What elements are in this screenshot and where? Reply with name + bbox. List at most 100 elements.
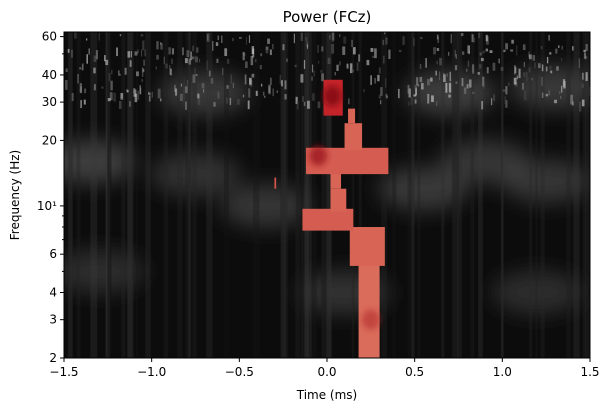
noise-speck [83,99,86,105]
significant-cluster-cell [349,227,385,266]
noise-speck [124,67,127,75]
noise-speck [95,50,98,60]
y-tick-label: 30 [42,95,57,109]
x-axis: −1.5 −1.0 −0.5 0.0 0.5 1.0 1.5 [49,358,600,379]
noise-speck [511,39,514,44]
noise-speck [331,43,335,54]
noise-speck [531,77,533,81]
noise-speck [550,70,553,74]
noise-speck [557,45,560,49]
x-tick-label: 1.5 [580,365,599,379]
background-power-blob [378,166,469,211]
noise-speck [561,85,563,93]
noise-speck [197,95,201,105]
background-streak [107,32,111,358]
noise-speck [160,98,162,102]
background-streak [323,32,328,358]
noise-speck [311,76,313,81]
noise-speck [250,55,254,66]
noise-speck [320,69,323,73]
noise-speck [398,88,400,99]
noise-speck [358,54,361,62]
noise-speck [156,41,159,50]
noise-speck [226,58,230,64]
noise-speck [479,52,482,56]
noise-speck [118,70,120,76]
significant-cluster-layer [274,79,389,358]
noise-speck [502,89,506,92]
noise-speck [105,59,109,66]
cluster-hot-spot [323,86,342,107]
x-axis-label: Time (ms) [296,388,358,402]
noise-speck [260,83,263,87]
noise-speck [134,93,138,103]
noise-speck [168,47,172,55]
noise-speck [570,94,574,105]
noise-speck [548,34,550,41]
noise-speck [276,90,279,94]
noise-speck [311,64,314,73]
noise-speck [351,69,354,73]
background-streak [326,32,332,358]
noise-speck [160,42,162,45]
noise-speck [339,61,341,66]
noise-speck [238,36,242,39]
noise-speck [151,91,154,98]
noise-speck [79,67,82,70]
noise-speck [498,58,500,64]
noise-speck [510,49,514,52]
noise-speck [585,43,588,51]
noise-speck [430,77,433,82]
background-streak [351,32,355,358]
background-streak [381,32,387,358]
y-axis-label: Frequency (Hz) [8,150,22,241]
noise-speck [133,88,136,94]
noise-speck [306,41,309,47]
noise-speck [508,82,510,86]
y-tick-label: 10¹ [37,199,57,213]
noise-speck [179,93,183,102]
noise-speck [519,71,521,76]
noise-speck [540,45,543,50]
noise-speck [268,86,270,93]
noise-speck [468,79,472,88]
cluster-hot-spot [309,145,328,166]
noise-speck [67,48,70,53]
noise-speck [248,88,251,98]
noise-speck [156,54,159,60]
noise-speck [267,38,270,44]
background-streak [301,32,305,358]
background-streak [441,32,445,358]
noise-speck [148,95,151,102]
noise-speck [538,63,541,69]
noise-speck [343,36,347,44]
x-tick-label: 1.0 [493,365,512,379]
background-streak [296,32,303,358]
noise-speck [402,36,405,45]
background-streak [135,32,138,358]
noise-speck [466,68,468,72]
background-streak [127,32,133,358]
noise-speck [303,101,306,106]
noise-speck [581,83,584,88]
significant-cluster-cell [348,108,356,124]
noise-speck [143,59,145,66]
noise-speck [482,76,485,87]
background-power-blob [501,159,590,204]
background-streak [282,32,289,358]
noise-speck [195,73,198,77]
noise-speck [331,32,335,41]
noise-speck [505,43,508,50]
noise-speck [522,44,526,51]
background-streak [127,32,135,358]
noise-speck [86,54,88,64]
noise-speck [192,45,194,52]
noise-speck [378,94,382,99]
noise-speck [71,49,73,58]
noise-speck [107,97,111,102]
background-streak [478,32,483,358]
noise-speck [436,34,439,40]
background-streak [566,32,571,358]
noise-speck [549,65,552,70]
noise-speck [259,64,262,70]
